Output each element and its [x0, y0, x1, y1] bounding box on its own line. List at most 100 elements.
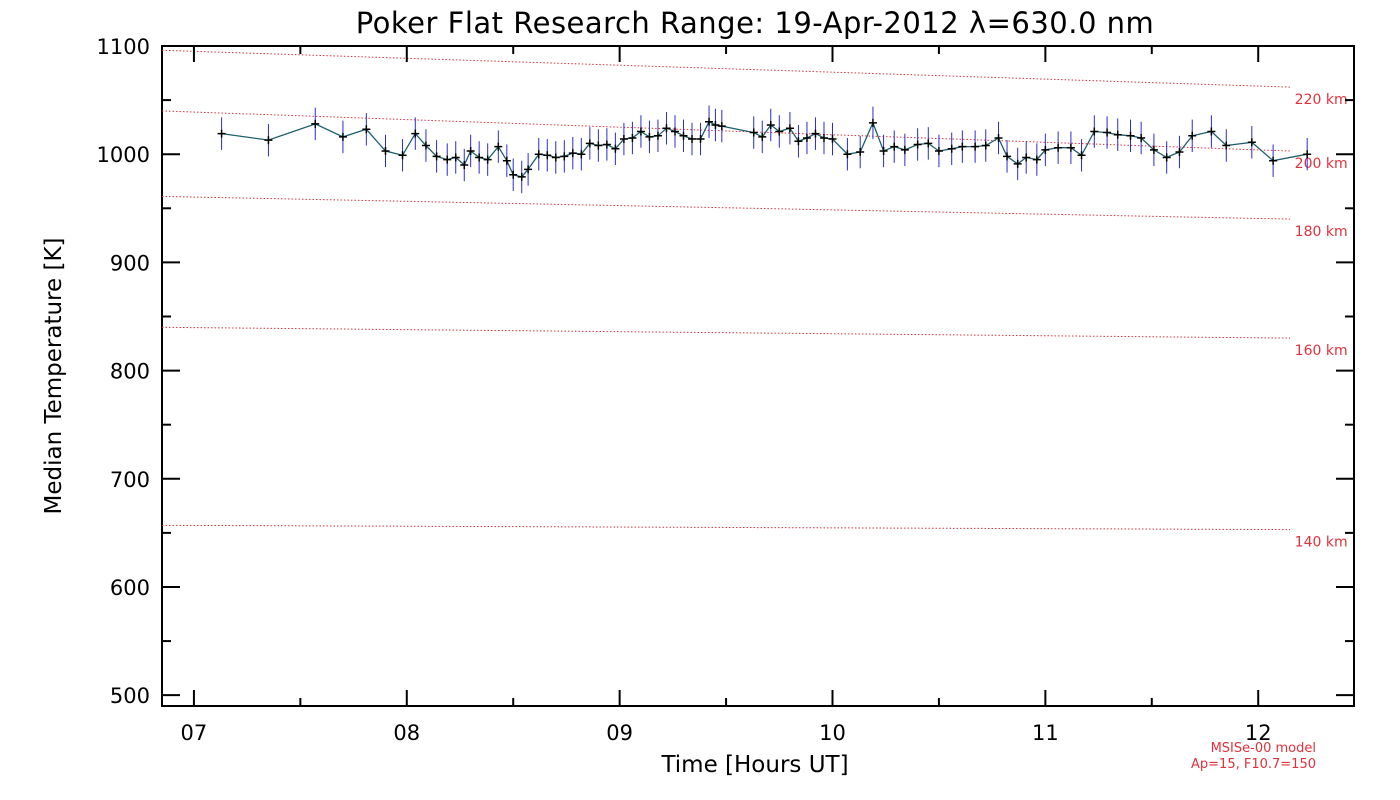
data-point-marker [460, 161, 469, 170]
data-point-marker [502, 156, 511, 165]
data-point-marker [594, 141, 603, 150]
data-point-marker [705, 117, 714, 126]
data-point-marker [551, 153, 560, 162]
data-point-marker [679, 131, 688, 140]
data-point-marker [802, 133, 811, 142]
data-point-marker [890, 142, 899, 151]
altitude-labels-group: 220 km 200 km 180 km 160 km 140 km [1295, 92, 1348, 551]
data-point-marker [868, 118, 877, 127]
data-point-marker [338, 132, 347, 141]
data-point-marker [421, 141, 430, 150]
data-point-marker [856, 148, 865, 157]
data-point-marker [971, 142, 980, 151]
x-tick-label-3: 10 [819, 721, 846, 745]
data-point-marker [653, 131, 662, 140]
data-point-marker [1103, 128, 1112, 137]
altitude-label-2: 180 km [1295, 224, 1348, 240]
model-lines-group [161, 49, 1291, 531]
data-point-marker [1003, 152, 1012, 161]
data-point-marker [432, 152, 441, 161]
data-point-marker [828, 135, 837, 144]
data-point-marker [1126, 131, 1135, 140]
altitude-label-1: 200 km [1295, 156, 1348, 172]
data-point-marker [717, 122, 726, 131]
data-point-marker [1175, 148, 1184, 157]
y-tick-label-3: 800 [110, 360, 150, 384]
data-point-marker [1137, 133, 1146, 142]
data-point-marker [264, 136, 273, 145]
y-tick-label-0: 500 [110, 684, 150, 708]
model-line-3 [161, 326, 1291, 339]
data-point-marker [611, 144, 620, 153]
x-tick-label-2: 09 [606, 721, 633, 745]
data-point-marker [994, 133, 1003, 142]
data-point-marker [1303, 150, 1312, 159]
altitude-label-3: 160 km [1295, 343, 1348, 359]
data-point-marker [1188, 131, 1197, 140]
y-tick-label-2: 700 [110, 468, 150, 492]
data-point-marker [766, 120, 775, 129]
data-point-marker [1077, 151, 1086, 160]
data-point-marker [475, 153, 484, 162]
data-point-marker [585, 139, 594, 148]
data-point-marker [947, 144, 956, 153]
model-line-1 [161, 110, 1291, 152]
data-point-marker [958, 142, 967, 151]
data-point-marker [1090, 127, 1099, 136]
data-point-marker [696, 135, 705, 144]
data-point-marker [811, 129, 820, 138]
data-point-marker [483, 155, 492, 164]
data-point-marker [1054, 143, 1063, 152]
data-point-marker [311, 119, 320, 128]
data-point-marker [688, 135, 697, 144]
data-point-marker [1247, 138, 1256, 147]
data-point-marker [670, 127, 679, 136]
data-point-marker [924, 139, 933, 148]
data-point-marker [398, 151, 407, 160]
series-line [221, 120, 1308, 178]
x-tick-label-5: 12 [1245, 721, 1272, 745]
data-point-marker [819, 133, 828, 142]
data-point-marker [381, 146, 390, 155]
axis-ticks-group [162, 45, 1354, 706]
data-point-marker [534, 150, 543, 159]
data-point-marker [1113, 130, 1122, 139]
y-tick-label-5: 1000 [97, 143, 150, 167]
y-tick-label-4: 900 [110, 251, 150, 275]
data-point-marker [560, 152, 569, 161]
data-point-marker [411, 129, 420, 138]
y-tick-labels-group: 500 600 700 800 900 1000 1100 [97, 35, 150, 708]
data-point-marker [1269, 156, 1278, 165]
data-point-marker [1207, 127, 1216, 136]
data-point-marker [711, 120, 720, 129]
data-point-marker [879, 146, 888, 155]
y-tick-label-6: 1100 [97, 35, 150, 59]
data-point-marker [900, 145, 909, 154]
data-point-marker [619, 135, 628, 144]
data-point-marker [451, 153, 460, 162]
chart-title: Poker Flat Research Range: 19-Apr-2012 λ… [356, 6, 1155, 40]
data-point-marker [1032, 155, 1041, 164]
x-tick-label-0: 07 [181, 721, 208, 745]
series-line-group [221, 120, 1308, 178]
data-point-marker [749, 128, 758, 137]
data-point-marker [362, 125, 371, 134]
model-line-0 [161, 49, 1291, 88]
data-point-marker [1041, 145, 1050, 154]
data-point-marker [466, 146, 475, 155]
data-point-marker [794, 137, 803, 146]
data-point-marker [785, 124, 794, 133]
data-point-marker [1162, 153, 1171, 162]
x-tick-label-1: 08 [393, 721, 420, 745]
data-point-marker [1022, 153, 1031, 162]
y-axis-label: Median Temperature [K] [41, 238, 67, 515]
data-point-marker [517, 172, 526, 181]
x-tick-labels-group: 07 08 09 10 11 12 [181, 721, 1272, 745]
x-axis-label: Time [Hours UT] [660, 752, 848, 778]
x-tick-label-4: 11 [1032, 721, 1059, 745]
data-point-marker [494, 142, 503, 151]
data-point-marker [1066, 143, 1075, 152]
data-point-marker [443, 155, 452, 164]
data-point-marker [636, 127, 645, 136]
